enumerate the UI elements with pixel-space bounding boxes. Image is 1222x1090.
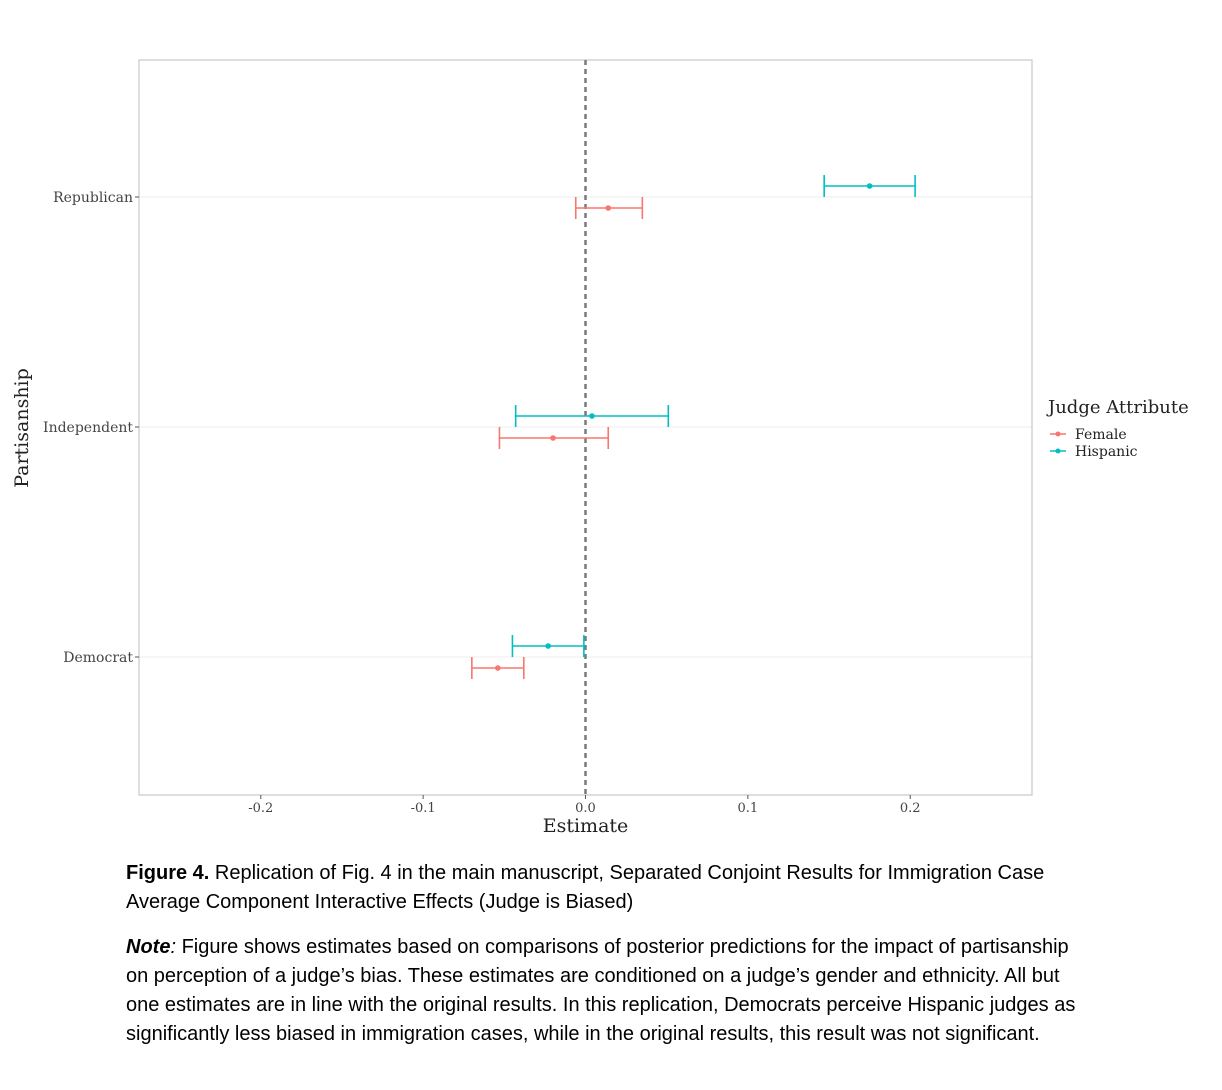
legend-item-female: Female: [1050, 427, 1127, 443]
y-tick-label-republican: Republican: [53, 190, 133, 206]
figure-note: Note: Figure shows estimates based on co…: [126, 933, 1086, 1049]
note-text: Figure shows estimates based on comparis…: [126, 936, 1076, 1045]
point-female-republican: [605, 205, 612, 211]
caption-label: Figure 4.: [126, 862, 210, 884]
point-hispanic-republican: [866, 183, 873, 189]
point-female-democrat: [495, 665, 501, 671]
errorbar-female-independent: [498, 427, 610, 449]
legend-key-point: [1055, 431, 1061, 437]
legend-title: Judge Attribute: [1046, 397, 1189, 418]
x-tick-label: -0.2: [248, 801, 273, 816]
legend-label-hispanic: Hispanic: [1075, 444, 1138, 460]
figure-caption: Figure 4. Replication of Fig. 4 in the m…: [126, 859, 1086, 917]
y-tick-label-independent: Independent: [43, 420, 133, 436]
legend-item-hispanic: Hispanic: [1050, 444, 1138, 460]
y-tick-label-democrat: Democrat: [63, 650, 133, 666]
point-hispanic-democrat: [545, 643, 551, 649]
chart-marks: [471, 175, 916, 679]
errorbar-female-democrat: [471, 657, 525, 679]
point-female-independent: [550, 435, 556, 441]
errorbar-hispanic-republican: [823, 175, 916, 197]
x-axis-label: Estimate: [543, 815, 629, 837]
point-hispanic-independent: [589, 413, 595, 419]
x-tick-label: 0.1: [738, 801, 759, 816]
x-axis: -0.2 -0.1 0.0 0.1 0.2: [248, 795, 921, 816]
y-axis: Republican Independent Democrat: [43, 190, 139, 666]
note-colon: :: [170, 936, 177, 958]
x-tick-label: 0.2: [900, 801, 921, 816]
errorbar-hispanic-independent: [514, 405, 670, 427]
errorbar-hispanic-democrat: [511, 635, 585, 657]
x-tick-label: 0.0: [575, 801, 596, 816]
legend-key-point: [1055, 448, 1061, 454]
legend-label-female: Female: [1075, 427, 1127, 443]
x-tick-label: -0.1: [411, 801, 436, 816]
grid-lines: [139, 196, 1032, 658]
note-label: Note: [126, 936, 171, 958]
caption-text: Replication of Fig. 4 in the main manusc…: [126, 862, 1045, 913]
chart: Republican Independent Democrat -0.2 -0.1 0.…: [11, 59, 1189, 837]
errorbar-female-republican: [574, 197, 644, 219]
y-axis-label: Partisanship: [11, 368, 33, 488]
